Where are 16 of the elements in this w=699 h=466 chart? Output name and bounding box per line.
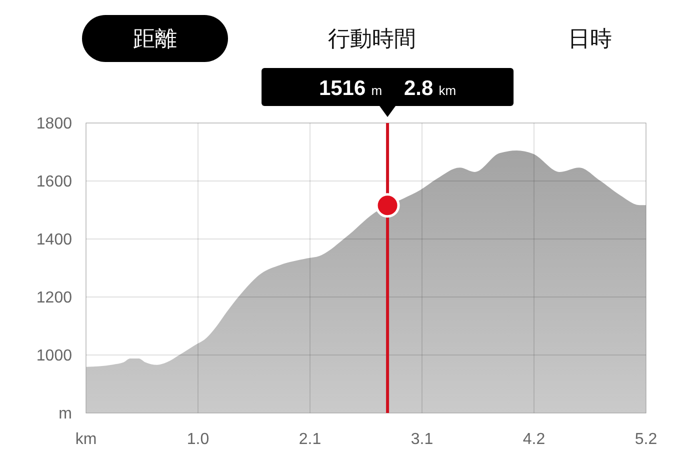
text: 日時	[568, 26, 612, 51]
y-tick-label: 1400	[36, 232, 72, 249]
x-tick-label: 3.1	[410, 431, 434, 448]
y-tick-label: 1600	[36, 174, 72, 191]
x-tick-label: 2.1	[298, 431, 322, 448]
x-tick-label: km	[75, 431, 97, 448]
y-tick-label: 1000	[36, 348, 72, 365]
x-tick-label: 5.2	[634, 431, 658, 448]
y-tick-label: m	[58, 406, 72, 423]
text: 行動時間	[328, 26, 416, 51]
x-tick-label: 4.2	[522, 431, 546, 448]
text: 1516 m 2.8 km	[318, 77, 456, 100]
text: 距離	[133, 26, 177, 51]
y-tick-label: 1800	[36, 116, 72, 133]
x-tick-label: 1.0	[186, 431, 210, 448]
y-tick-label: 1200	[36, 290, 72, 307]
